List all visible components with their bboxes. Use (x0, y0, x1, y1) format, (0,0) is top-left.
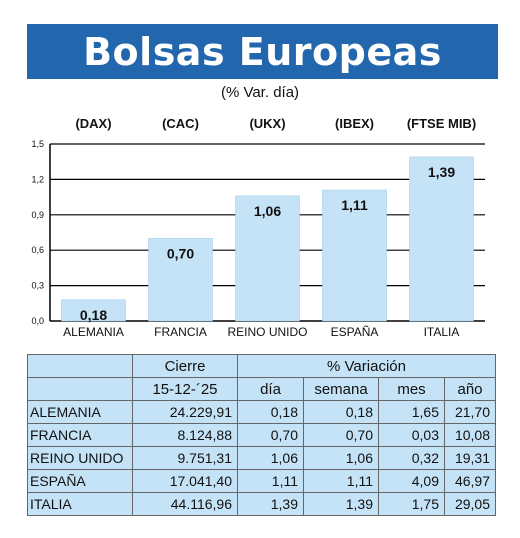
x-category-label: ESPAÑA (331, 325, 379, 339)
row-anio: 10,08 (444, 423, 496, 447)
index-label: (IBEX) (335, 116, 374, 131)
row-name: REINO UNIDO (27, 446, 133, 470)
row-dia: 1,39 (237, 492, 304, 516)
subheader-blank-cell (27, 377, 133, 401)
table-row: FRANCIA 8.124,88 0,70 0,70 0,03 10,08 (27, 423, 496, 447)
row-name: ALEMANIA (27, 400, 133, 424)
row-cierre: 24.229,91 (132, 400, 238, 424)
row-anio: 21,70 (444, 400, 496, 424)
row-mes: 0,03 (378, 423, 445, 447)
bar-value-label: 1,11 (341, 197, 368, 213)
y-tick-label: 0,3 (31, 281, 44, 291)
row-semana: 0,70 (303, 423, 379, 447)
index-label: (UKX) (249, 116, 285, 131)
bar-value-label: 0,18 (80, 307, 107, 323)
row-cierre: 17.041,40 (132, 469, 238, 493)
index-label: (CAC) (162, 116, 199, 131)
row-cierre: 8.124,88 (132, 423, 238, 447)
row-semana: 0,18 (303, 400, 379, 424)
x-category-label: FRANCIA (154, 325, 207, 339)
row-semana: 1,39 (303, 492, 379, 516)
row-name: ESPAÑA (27, 469, 133, 493)
header-blank-cell (27, 354, 133, 378)
y-tick-label: 0,6 (31, 245, 44, 255)
row-dia: 0,70 (237, 423, 304, 447)
row-anio: 46,97 (444, 469, 496, 493)
header-dia: día (237, 377, 304, 401)
row-cierre: 44.116,96 (132, 492, 238, 516)
bar (148, 238, 213, 322)
table-header-row: Cierre % Variación (27, 354, 496, 378)
bar-value-label: 0,70 (167, 245, 194, 261)
table-row: ALEMANIA 24.229,91 0,18 0,18 1,65 21,70 (27, 400, 496, 424)
data-table: Cierre % Variación 15-12-´25 día semana … (27, 354, 496, 516)
row-mes: 4,09 (378, 469, 445, 493)
row-anio: 29,05 (444, 492, 496, 516)
row-mes: 1,65 (378, 400, 445, 424)
row-name: ITALIA (27, 492, 133, 516)
y-tick-label: 1,5 (31, 139, 44, 149)
row-mes: 1,75 (378, 492, 445, 516)
page-title: Bolsas Europeas (83, 29, 442, 74)
title-banner: Bolsas Europeas (27, 24, 498, 79)
bar-value-label: 1,39 (428, 164, 455, 180)
row-dia: 1,11 (237, 469, 304, 493)
row-name: FRANCIA (27, 423, 133, 447)
bar (235, 195, 300, 322)
row-semana: 1,11 (303, 469, 379, 493)
row-dia: 0,18 (237, 400, 304, 424)
row-mes: 0,32 (378, 446, 445, 470)
y-tick-label: 1,2 (31, 174, 44, 184)
header-date: 15-12-´25 (132, 377, 238, 401)
bar (61, 299, 126, 322)
index-label: (FTSE MIB) (407, 116, 476, 131)
bar (409, 156, 474, 322)
row-anio: 19,31 (444, 446, 496, 470)
table-row: ESPAÑA 17.041,40 1,11 1,11 4,09 46,97 (27, 469, 496, 493)
bar (322, 189, 387, 322)
header-cierre: Cierre (132, 354, 238, 378)
header-semana: semana (303, 377, 379, 401)
header-anio: año (444, 377, 496, 401)
x-category-label: ITALIA (424, 325, 460, 339)
x-category-label: ALEMANIA (63, 325, 124, 339)
chart-subtitle: (% Var. día) (220, 84, 300, 101)
row-cierre: 9.751,31 (132, 446, 238, 470)
y-tick-label: 0,0 (31, 316, 44, 326)
row-dia: 1,06 (237, 446, 304, 470)
x-category-label: REINO UNIDO (227, 325, 307, 339)
header-mes: mes (378, 377, 445, 401)
bar-value-label: 1,06 (254, 203, 281, 219)
row-semana: 1,06 (303, 446, 379, 470)
header-variacion: % Variación (237, 354, 496, 378)
table-row: ITALIA 44.116,96 1,39 1,39 1,75 29,05 (27, 492, 496, 516)
table-row: REINO UNIDO 9.751,31 1,06 1,06 0,32 19,3… (27, 446, 496, 470)
index-label: (DAX) (75, 116, 111, 131)
y-tick-label: 0,9 (31, 210, 44, 220)
table-subheader-row: 15-12-´25 día semana mes año (27, 377, 496, 401)
bar-chart: 0,0 0,3 0,6 0,9 1,2 1,5 0,18 ALEMANIA (DAX) 0,70 F… (31, 116, 485, 339)
